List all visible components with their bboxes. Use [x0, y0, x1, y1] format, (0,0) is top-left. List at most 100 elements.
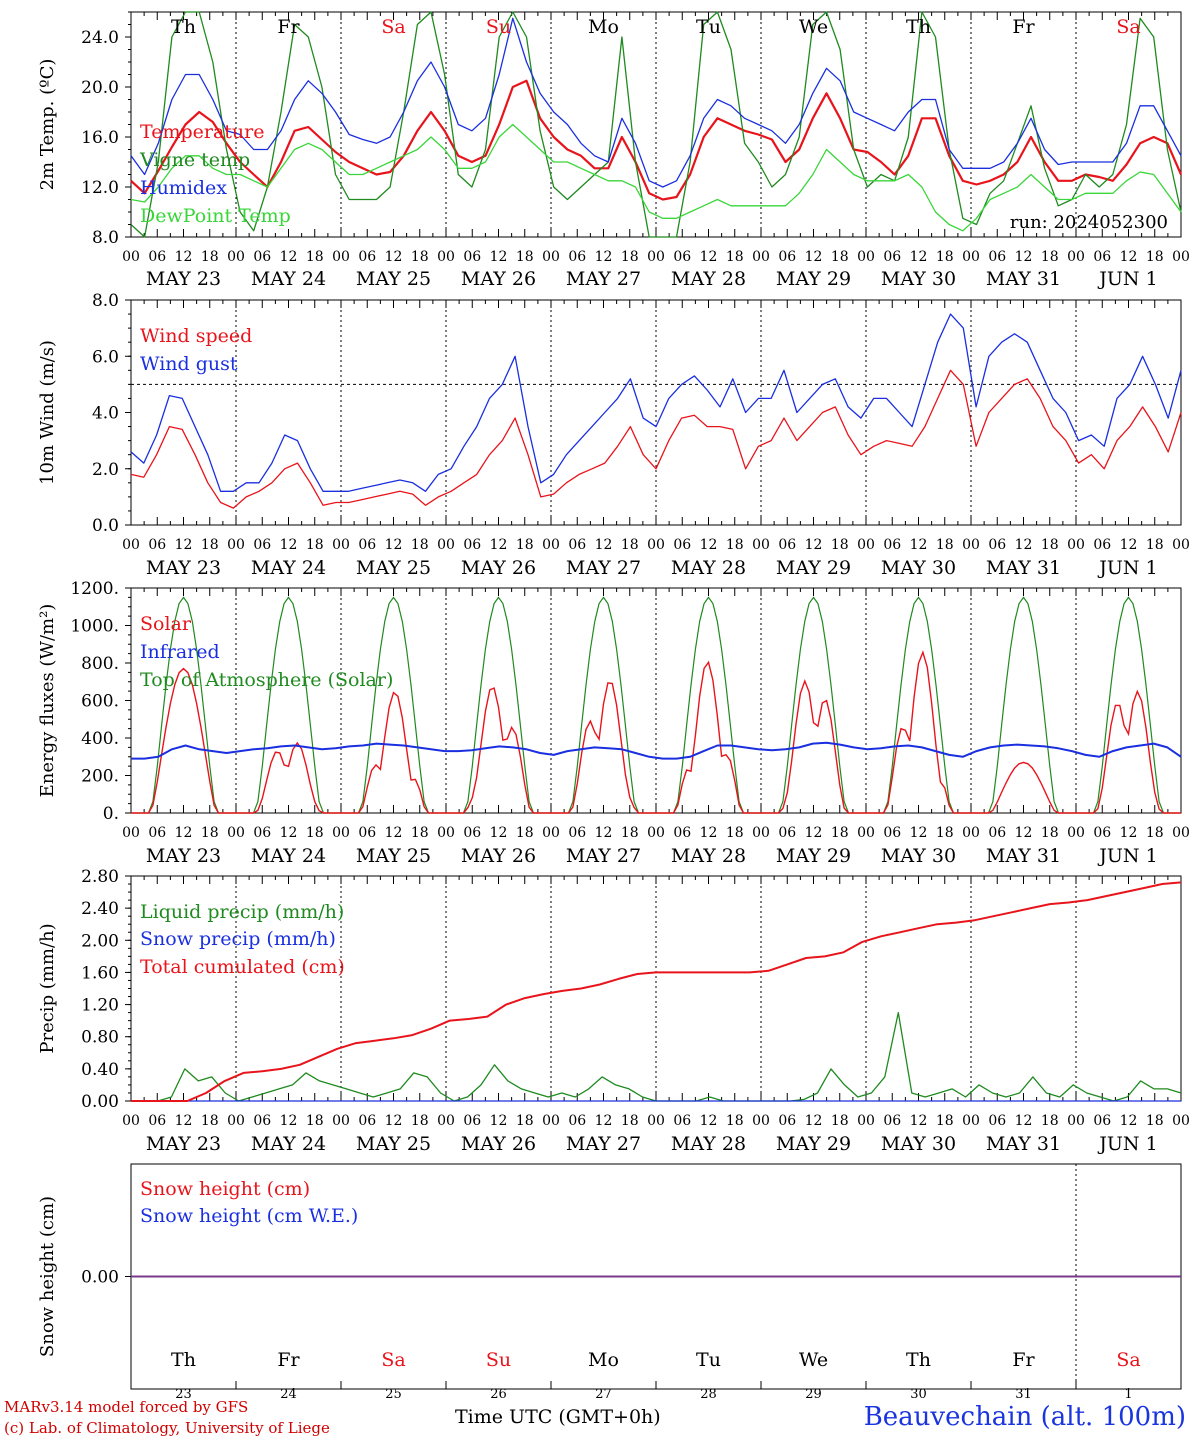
date-label: MAY 31 — [986, 268, 1061, 290]
series-infrared — [131, 741, 1182, 760]
hour-tick-label: 06 — [148, 1113, 166, 1129]
hour-tick-label: 06 — [568, 825, 586, 841]
hour-tick-label: 06 — [148, 825, 166, 841]
hour-tick-label: 00 — [1172, 1113, 1190, 1129]
date-label: MAY 25 — [356, 1133, 431, 1155]
hour-tick-label: 18 — [1041, 249, 1059, 265]
hour-tick-label: 00 — [542, 825, 560, 841]
y-axis-label: 2m Temp. (ºC) — [37, 59, 58, 191]
hour-tick-label: 00 — [122, 249, 140, 265]
hour-tick-label: 00 — [962, 249, 980, 265]
footer-credit: (c) Lab. of Climatology, University of L… — [4, 1419, 330, 1437]
hour-tick-label: 06 — [988, 1113, 1006, 1129]
legend-humidex: Humidex — [140, 177, 227, 199]
date-label: MAY 31 — [986, 557, 1061, 579]
hour-tick-label: 18 — [936, 537, 954, 553]
hour-tick-label: 00 — [122, 825, 140, 841]
legend-snow-precip-mm-h: Snow precip (mm/h) — [140, 928, 336, 950]
date-label: MAY 24 — [251, 268, 326, 290]
hour-tick-label: 18 — [201, 825, 219, 841]
hour-tick-label: 00 — [647, 825, 665, 841]
run-annotation: run: 2024052300 — [1010, 212, 1168, 233]
hour-tick-label: 18 — [516, 825, 534, 841]
hour-tick-label: 06 — [883, 1113, 901, 1129]
y-tick-label: 1.60 — [81, 963, 119, 983]
weekday-label: Fr — [1012, 1349, 1035, 1371]
footer-model: MARv3.14 model forced by GFS — [4, 1398, 249, 1416]
hour-tick-label: 06 — [463, 537, 481, 553]
hour-tick-label: 12 — [280, 825, 298, 841]
legend-temperature: Temperature — [140, 121, 264, 143]
legend-vigne-temp: Vigne temp — [139, 149, 250, 171]
hour-tick-label: 00 — [647, 249, 665, 265]
hour-tick-label: 18 — [411, 1113, 429, 1129]
hour-tick-label: 18 — [726, 537, 744, 553]
panel-2m-temp-c — [125, 11, 1183, 238]
date-label: MAY 26 — [461, 845, 536, 867]
weekday-label: Mo — [588, 1349, 619, 1371]
legend-solar: Solar — [140, 613, 192, 635]
hour-tick-label: 12 — [700, 249, 718, 265]
hour-tick-label: 12 — [385, 1113, 403, 1129]
hour-tick-label: 06 — [253, 537, 271, 553]
weekday-label: Tu — [696, 1349, 721, 1371]
series-dewpoint-temp — [130, 123, 1182, 232]
hour-tick-label: 06 — [253, 825, 271, 841]
weekday-label: Th — [906, 1349, 931, 1371]
date-label: MAY 23 — [146, 1133, 221, 1155]
hour-tick-label: 00 — [857, 1113, 875, 1129]
hour-tick-label: 06 — [673, 537, 691, 553]
y-tick-label: 2.40 — [81, 899, 119, 919]
hour-tick-label: 12 — [910, 1113, 928, 1129]
y-tick-label: 0.40 — [81, 1060, 119, 1080]
y-axis-label: Snow height (cm) — [37, 1196, 58, 1357]
day-number-label: 30 — [910, 1387, 927, 1402]
hour-tick-label: 18 — [1146, 249, 1164, 265]
y-tick-label: 2.00 — [81, 931, 119, 951]
hour-tick-label: 18 — [936, 1113, 954, 1129]
weekday-label: Fr — [277, 1349, 300, 1371]
hour-tick-label: 00 — [857, 825, 875, 841]
date-label: MAY 31 — [986, 845, 1061, 867]
hour-tick-label: 06 — [358, 537, 376, 553]
date-label: MAY 23 — [146, 268, 221, 290]
hour-tick-label: 18 — [1041, 537, 1059, 553]
hour-tick-label: 12 — [805, 825, 823, 841]
date-label: MAY 26 — [461, 268, 536, 290]
hour-tick-label: 00 — [437, 537, 455, 553]
hour-tick-label: 00 — [752, 249, 770, 265]
hour-tick-label: 00 — [962, 825, 980, 841]
y-tick-label: 16.0 — [81, 128, 119, 148]
hour-tick-label: 18 — [306, 1113, 324, 1129]
legend-wind-gust: Wind gust — [140, 353, 238, 375]
legend-infrared: Infrared — [140, 641, 220, 663]
hour-tick-label: 12 — [805, 249, 823, 265]
hour-tick-label: 06 — [568, 249, 586, 265]
hour-tick-label: 12 — [385, 825, 403, 841]
date-label: MAY 30 — [881, 1133, 956, 1155]
hour-tick-label: 06 — [358, 825, 376, 841]
hour-tick-label: 12 — [1120, 249, 1138, 265]
hour-tick-label: 00 — [437, 249, 455, 265]
hour-tick-label: 06 — [463, 249, 481, 265]
hour-tick-label: 18 — [1146, 1113, 1164, 1129]
y-tick-label: 400. — [81, 729, 119, 749]
series-wind-speed — [130, 369, 1182, 509]
hour-tick-label: 18 — [1041, 825, 1059, 841]
date-label: MAY 28 — [671, 557, 746, 579]
station-name: Beauvechain (alt. 100m) — [863, 1402, 1186, 1432]
date-label: MAY 29 — [776, 557, 851, 579]
hour-tick-label: 18 — [726, 825, 744, 841]
hour-tick-label: 18 — [306, 537, 324, 553]
day-number-label: 23 — [175, 1387, 192, 1402]
hour-tick-label: 12 — [1015, 1113, 1033, 1129]
y-tick-label: 2.80 — [81, 867, 119, 887]
y-axis-label: Energy fluxes (W/m²) — [37, 604, 58, 798]
hour-tick-label: 12 — [490, 825, 508, 841]
date-label: MAY 23 — [146, 557, 221, 579]
legend-dewpoint-temp: DewPoint Temp — [140, 205, 291, 227]
weekday-label: Th — [171, 16, 196, 38]
y-tick-label: 12.0 — [81, 178, 119, 198]
day-number-label: 27 — [595, 1387, 612, 1402]
